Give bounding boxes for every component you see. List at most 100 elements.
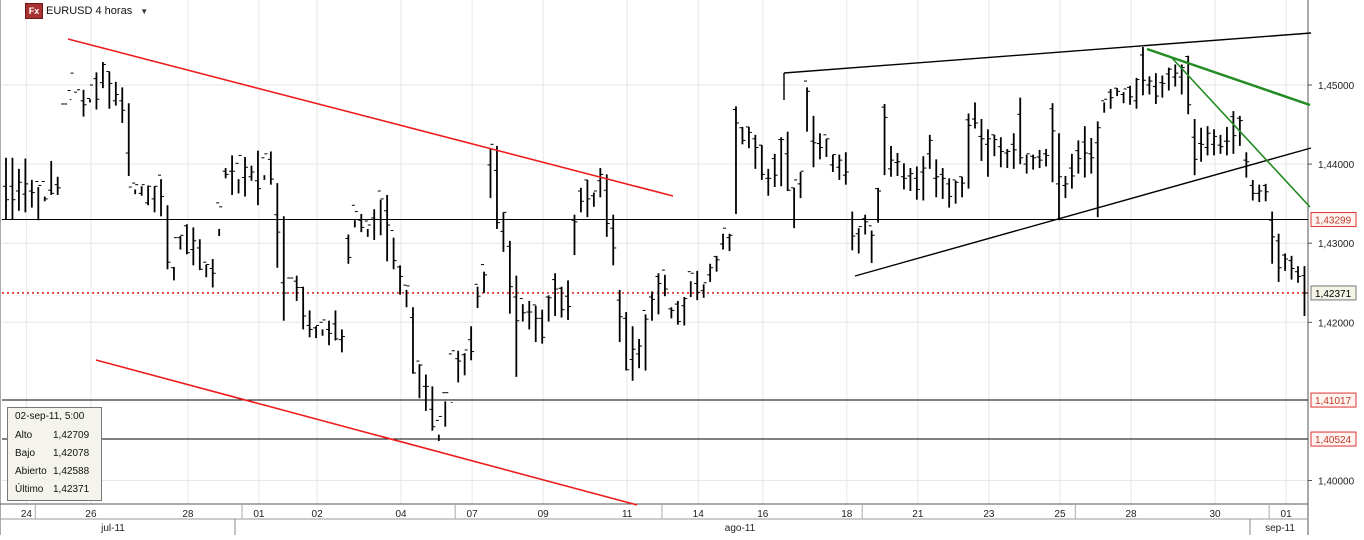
price-axis: 1,40000 1,42000 1,43000 1,44000 1,45000 1,432…	[1308, 81, 1357, 488]
ohlc-bar	[35, 181, 42, 221]
ohlc-bar	[1139, 47, 1146, 96]
ohlc-bar	[1094, 121, 1101, 218]
ohlc-bar	[429, 386, 436, 431]
x-tick-label: 14	[693, 509, 705, 520]
ohlc-bar	[313, 324, 320, 339]
ohlc-bar	[403, 284, 410, 308]
ohlc-bar	[881, 103, 888, 176]
ohlc-bar	[371, 209, 378, 241]
x-tick-label: 28	[1125, 509, 1137, 520]
info-value: 1,42588	[53, 466, 90, 477]
ohlc-bar	[1049, 103, 1056, 183]
ohlc-bar	[920, 156, 927, 201]
ohlc-bar	[1043, 149, 1050, 167]
ohlc-bar	[610, 214, 617, 266]
ohlc-bar	[558, 286, 565, 318]
ohlc-bar	[771, 153, 778, 188]
ohlc-bar	[487, 143, 494, 199]
current-price-label: 1,42371	[1315, 289, 1352, 300]
ohlc-bar	[74, 89, 81, 93]
ohlc-bar	[435, 415, 442, 441]
ohlc-bar	[280, 216, 287, 321]
ohlc-bar	[513, 275, 520, 377]
ohlc-bar	[1223, 126, 1230, 156]
ohlc-bar	[461, 349, 468, 376]
x-tick-label: 23	[983, 509, 995, 520]
ohlc-bar	[836, 154, 843, 180]
info-label: Abierto	[15, 466, 47, 477]
ohlc-bar	[99, 62, 106, 89]
ohlc-bar	[1081, 126, 1088, 178]
info-value: 1,42709	[53, 430, 90, 441]
month-label: ago-11	[725, 523, 756, 534]
x-tick-label: 21	[912, 509, 924, 520]
ohlc-bar	[552, 273, 559, 316]
ohlc-bar	[1249, 179, 1256, 201]
ohlc-bar	[745, 126, 752, 149]
ohlc-bar	[1159, 75, 1166, 98]
ohlc-bar	[765, 168, 772, 196]
ohlc-bar	[577, 187, 584, 213]
x-tick-label: 01	[1281, 509, 1293, 520]
ohlc-bar	[784, 131, 791, 191]
x-tick-label: 18	[841, 509, 853, 520]
ohlc-bar	[125, 103, 132, 188]
ohlc-bar	[106, 71, 113, 109]
ohlc-bar	[1075, 140, 1082, 174]
ohlc-bar	[274, 183, 281, 268]
ohlc-bar	[287, 277, 294, 279]
ohlc-bar	[1114, 87, 1121, 97]
ohlc-bar	[571, 214, 578, 256]
ohlc-bar	[93, 72, 100, 110]
channel-upper-line	[67, 38, 674, 197]
y-tick-label: 1,44000	[1318, 160, 1355, 171]
ohlc-bar	[138, 184, 145, 196]
ohlc-bar	[739, 126, 746, 145]
ohlc-bar	[991, 134, 998, 157]
info-label: Último	[15, 484, 44, 495]
ohlc-bar	[222, 168, 229, 179]
x-tick-label: 01	[253, 509, 265, 520]
price-level-label-box	[1310, 392, 1357, 408]
ohlc-bar	[1004, 149, 1011, 169]
ohlc-bar	[797, 170, 804, 199]
ohlc-bar	[1107, 88, 1114, 109]
ohlc-bar	[1275, 233, 1282, 282]
ohlc-bar	[351, 204, 358, 228]
ohlc-bar	[1120, 88, 1127, 104]
ohlc-bar	[1288, 255, 1295, 280]
x-tick-label: 28	[182, 509, 194, 520]
month-label: jul-11	[100, 523, 125, 534]
ohlc-bar	[242, 156, 249, 197]
ohlc-bar	[778, 137, 785, 187]
ohlc-bar	[849, 211, 856, 251]
ohlc-bar	[3, 157, 9, 220]
ohlc-bar	[190, 227, 197, 266]
ohlc-bar	[913, 166, 920, 200]
chart-title-bar[interactable]: Fx EURUSD 4 horas ▼	[25, 3, 148, 19]
ohlc-bar	[326, 320, 332, 346]
ohlc-bar	[119, 87, 126, 123]
x-tick-label: 07	[467, 509, 479, 520]
ohlc-bar	[409, 307, 416, 374]
ohlc-bar	[823, 134, 830, 157]
green-trend-line-upper	[1146, 47, 1311, 107]
ohlc-bar	[293, 275, 300, 301]
ohlc-bar	[216, 202, 223, 237]
triangle-down-icon[interactable]: ▼	[140, 6, 149, 16]
ohlc-bar	[1301, 266, 1308, 316]
ohlc-bar	[804, 80, 811, 132]
ohlc-bar	[674, 300, 681, 325]
ohlc-bar	[532, 304, 539, 343]
ohlc-bar	[500, 211, 507, 252]
ohlc-bar	[816, 133, 823, 160]
ohlc-bar	[1204, 126, 1211, 156]
ohlc-bar	[700, 282, 707, 298]
y-tick-label: 1,40000	[1318, 477, 1355, 488]
ohlc-bar	[229, 155, 236, 195]
month-label: sep-11	[1265, 523, 1295, 534]
ohlc-bar	[597, 168, 604, 198]
ohlc-bar	[584, 179, 591, 218]
ohlc-bar	[468, 326, 475, 361]
